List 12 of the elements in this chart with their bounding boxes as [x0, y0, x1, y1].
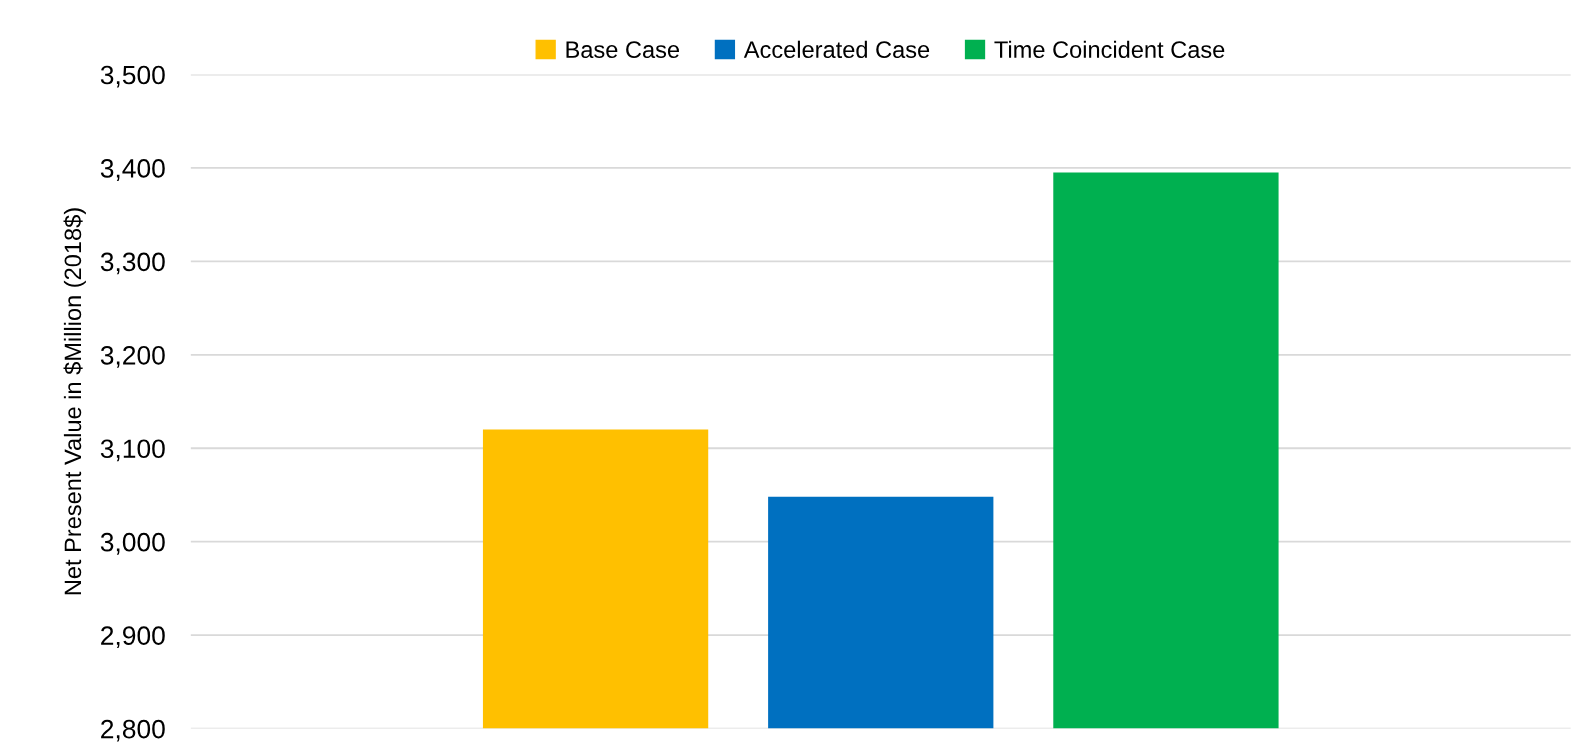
y-axis-title: Net Present Value in $Million (2018$)	[63, 208, 86, 595]
y-tick-label: 2,800	[101, 719, 165, 742]
y-tick-label: 3,000	[100, 532, 165, 555]
y-tick-label: 3,300	[100, 252, 165, 275]
y-tick-label: 3,200	[100, 345, 165, 368]
y-tick-label: 2,900	[101, 626, 165, 649]
y-tick-label: 3,400	[100, 159, 165, 181]
y-tick-label: 3,500	[100, 65, 165, 88]
legend-label: Accelerated Case	[743, 40, 930, 59]
legend-label: Time Coincident Case	[994, 40, 1225, 59]
legend-label: Base Case	[566, 41, 680, 59]
y-tick-label: 3,100	[100, 439, 165, 462]
